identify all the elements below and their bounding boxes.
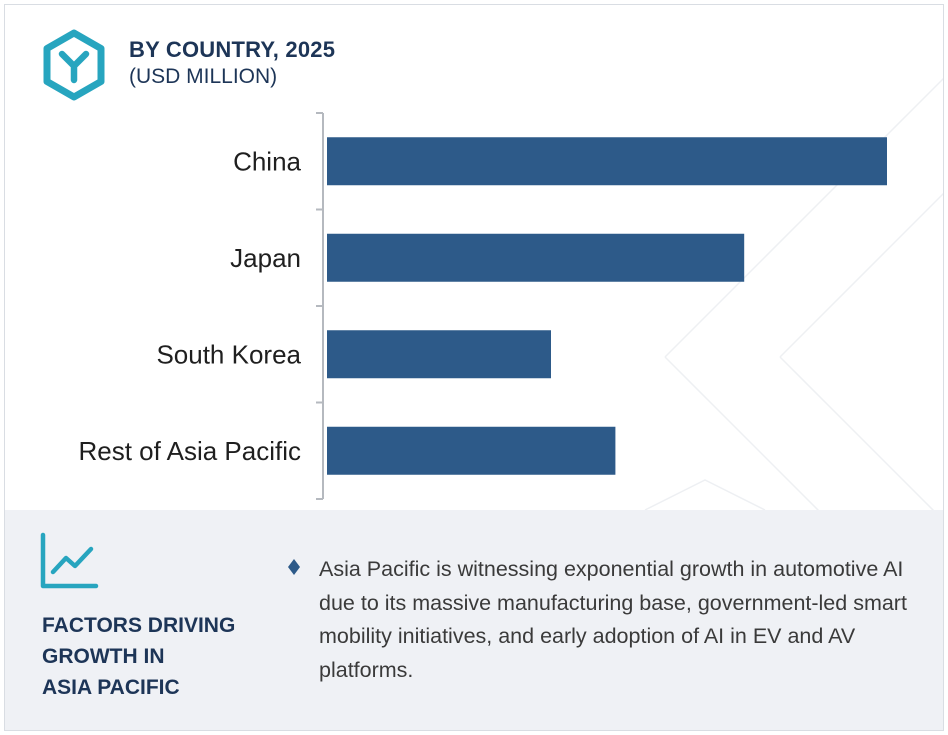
hexagon-y-logo-icon [43, 29, 105, 101]
bar [327, 330, 551, 379]
bar-chart: China Japan South Korea Rest of Asia Pacifi… [78, 112, 887, 500]
category-label: China [233, 146, 301, 176]
category-label: Japan [230, 243, 301, 273]
bar [327, 233, 745, 282]
bar [327, 137, 887, 186]
factors-title-line: GROWTH IN [42, 645, 165, 668]
chart-title: BY COUNTRY, 2025 [129, 37, 336, 62]
factors-title-line: FACTORS DRIVING [42, 614, 236, 637]
line-chart-growth-icon [40, 532, 99, 589]
factors-title-line: ASIA PACIFIC [42, 676, 180, 699]
chart-card: BY COUNTRY, 2025 (USD MILLION) China Japa… [4, 4, 944, 731]
factor-description: Asia Pacific is witnessing exponential g… [319, 557, 907, 682]
factors-title: FACTORS DRIVING GROWTH IN ASIA PACIFIC [42, 610, 272, 703]
diamond-bullet-icon [288, 559, 300, 575]
category-label: Rest of Asia Pacific [78, 436, 301, 466]
chart-subtitle: (USD MILLION) [129, 65, 278, 88]
factors-panel: FACTORS DRIVING GROWTH IN ASIA PACIFIC A… [5, 510, 943, 730]
bar [327, 426, 616, 475]
category-label: South Korea [156, 339, 301, 369]
